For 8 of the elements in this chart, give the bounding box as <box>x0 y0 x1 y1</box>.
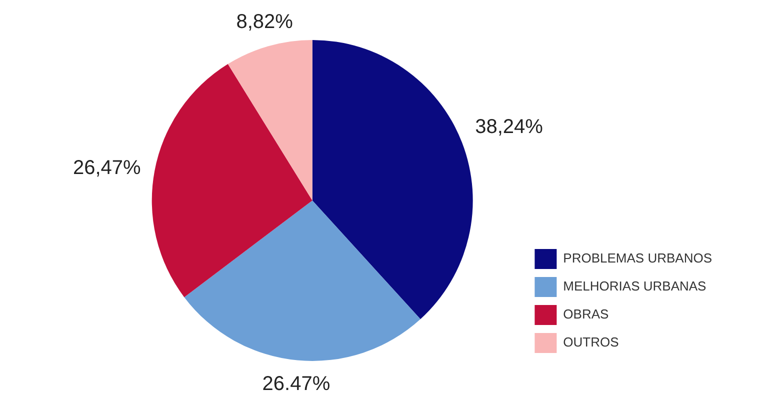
legend-label: OUTROS <box>563 334 620 350</box>
legend-label: OBRAS <box>563 306 610 322</box>
legend-label: PROBLEMAS URBANOS <box>563 250 712 266</box>
data-label: 26.47% <box>262 372 330 395</box>
legend-label: MELHORIAS URBANAS <box>563 278 707 294</box>
data-label: 38,24% <box>475 116 544 138</box>
data-label: 8,82% <box>236 11 294 34</box>
data-label: 26,47% <box>72 156 142 179</box>
